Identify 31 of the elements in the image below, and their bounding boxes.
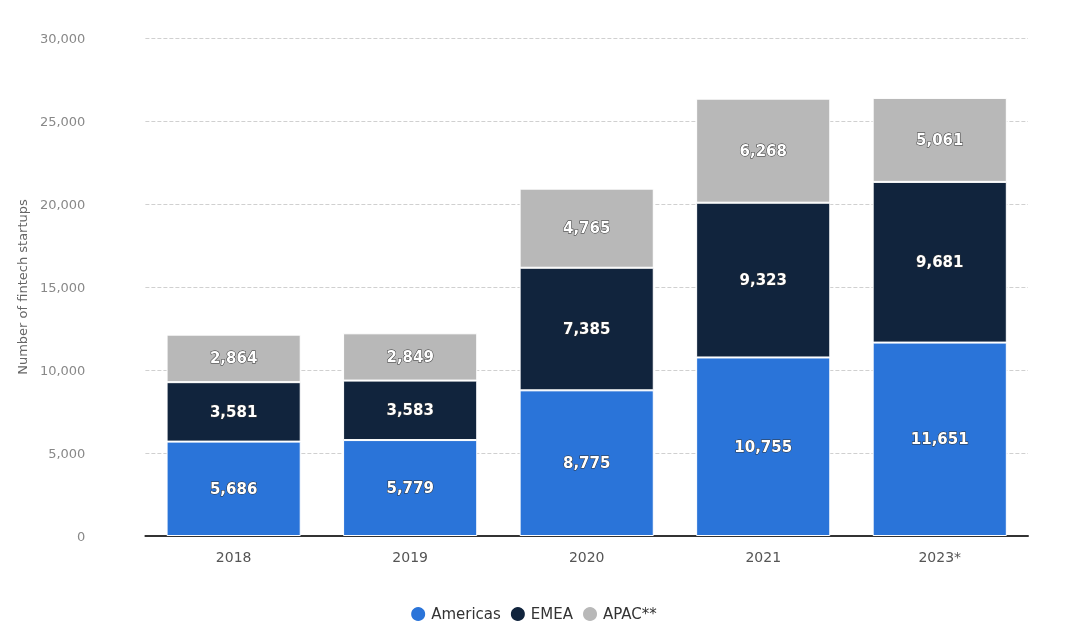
x-tick-label: 2019 (392, 549, 428, 565)
data-label: 3,581 (209, 402, 258, 421)
legend-label: EMEA (530, 605, 574, 623)
data-label: 5,061 (916, 130, 964, 149)
data-label: 2,864 (209, 349, 258, 368)
data-label: 3,583 (386, 401, 434, 420)
data-label: 9,681 (916, 253, 964, 272)
x-tick-label: 2023* (918, 549, 962, 565)
x-tick-label: 2021 (745, 549, 782, 565)
y-axis-title: Number of fintech startups (15, 198, 30, 375)
data-label: 5,686 (209, 479, 258, 498)
y-tick-label: 25,000 (39, 113, 86, 129)
y-tick-label: 10,000 (39, 362, 86, 378)
y-tick-label: 0 (77, 528, 86, 544)
data-label: 2,849 (386, 347, 434, 366)
y-tick-label: 15,000 (39, 279, 86, 295)
data-label: 8,775 (562, 454, 611, 473)
y-tick-label: 5,000 (48, 445, 86, 461)
legend-label: APAC** (603, 605, 658, 623)
data-label: 4,765 (562, 219, 611, 238)
data-label: 10,755 (734, 437, 793, 456)
data-label: 9,323 (739, 271, 787, 290)
x-tick-label: 2020 (568, 549, 605, 565)
data-label: 11,651 (910, 430, 969, 449)
data-label: 6,268 (739, 141, 787, 160)
y-tick-label: 20,000 (39, 196, 86, 212)
legend-label: Americas (431, 605, 502, 623)
x-tick-label: 2018 (215, 549, 252, 565)
data-label: 7,385 (562, 320, 611, 339)
y-tick-label: 30,000 (39, 30, 86, 46)
data-label: 5,779 (386, 479, 434, 498)
